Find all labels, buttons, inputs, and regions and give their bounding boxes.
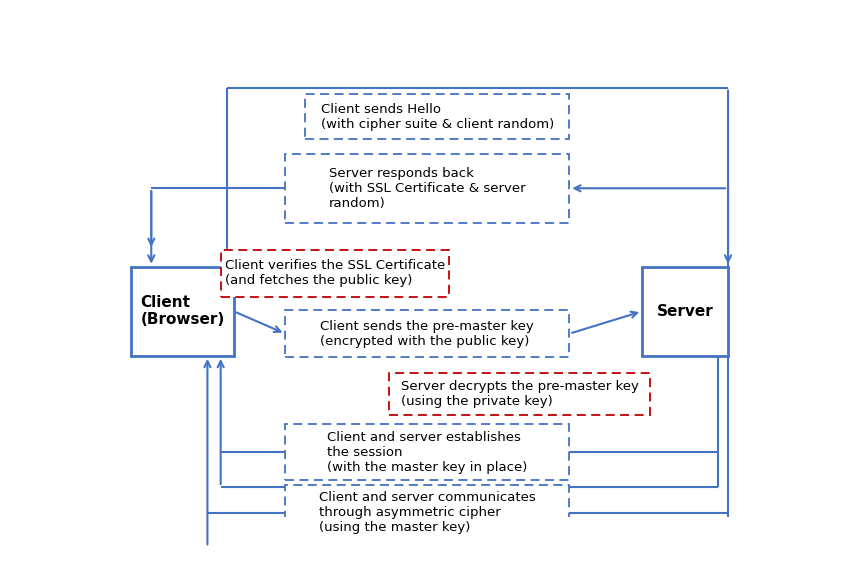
Text: Server responds back
(with SSL Certificate & server
random): Server responds back (with SSL Certifica… xyxy=(329,167,525,210)
Text: Client sends Hello
(with cipher suite & client random): Client sends Hello (with cipher suite & … xyxy=(320,103,553,131)
Text: Client sends the pre-master key
(encrypted with the public key): Client sends the pre-master key (encrypt… xyxy=(320,320,533,347)
Bar xyxy=(131,267,233,356)
Bar xyxy=(285,153,569,223)
Text: Client and server establishes
the session
(with the master key in place): Client and server establishes the sessio… xyxy=(326,431,527,474)
Bar xyxy=(285,424,569,480)
Bar xyxy=(305,94,568,139)
Bar xyxy=(642,267,728,356)
Bar xyxy=(285,485,569,540)
Text: Client
(Browser): Client (Browser) xyxy=(141,295,225,328)
Text: Client verifies the SSL Certificate
(and fetches the public key): Client verifies the SSL Certificate (and… xyxy=(224,259,444,287)
Text: Server: Server xyxy=(656,304,712,319)
Text: Server decrypts the pre-master key
(using the private key): Server decrypts the pre-master key (usin… xyxy=(400,380,638,408)
Bar xyxy=(221,250,448,297)
Text: Client and server communicates
through asymmetric cipher
(using the master key): Client and server communicates through a… xyxy=(319,491,535,534)
Bar xyxy=(285,310,569,357)
Bar xyxy=(389,373,649,415)
